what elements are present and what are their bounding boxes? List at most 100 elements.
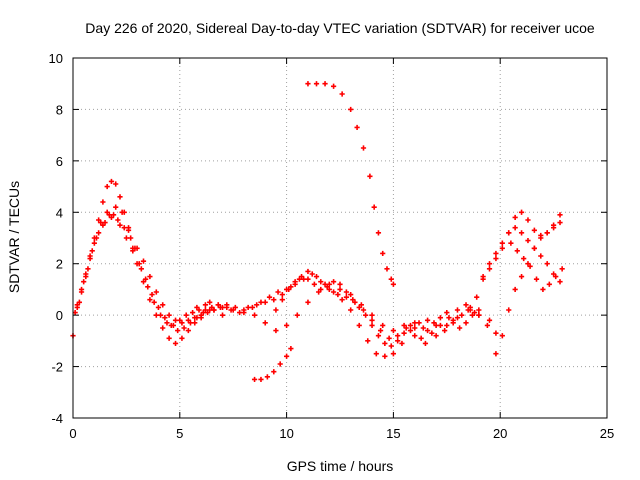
data-point — [493, 351, 499, 357]
series-track-12 — [467, 225, 563, 313]
data-point — [469, 312, 476, 318]
data-point — [273, 327, 279, 334]
data-point — [371, 204, 377, 210]
data-point — [512, 214, 518, 221]
data-point — [183, 312, 189, 318]
data-point — [521, 255, 527, 262]
data-point — [96, 230, 102, 236]
data-point — [518, 230, 525, 236]
data-point — [117, 222, 123, 228]
data-point — [198, 312, 204, 318]
data-point — [311, 281, 317, 287]
data-point — [78, 289, 85, 295]
data-point — [279, 291, 285, 298]
data-point — [313, 273, 320, 280]
data-point — [418, 335, 424, 341]
data-point — [102, 219, 108, 226]
data-point — [375, 230, 382, 236]
data-point — [117, 194, 123, 200]
data-point — [91, 240, 97, 246]
data-point — [444, 309, 450, 316]
data-point — [204, 309, 211, 316]
data-point — [335, 291, 341, 298]
data-point — [514, 248, 520, 254]
data-point — [211, 307, 217, 313]
data-point — [512, 286, 518, 293]
data-point — [157, 312, 164, 318]
y-tick-label: 2 — [56, 257, 63, 272]
data-point — [518, 209, 525, 215]
data-point — [557, 219, 563, 226]
data-point — [454, 315, 461, 321]
data-point — [450, 317, 456, 323]
data-point — [166, 312, 172, 318]
axis-ticks — [72, 57, 608, 419]
data-point — [454, 307, 461, 313]
data-point — [412, 325, 418, 331]
data-point — [433, 333, 439, 339]
data-point — [531, 227, 537, 233]
data-point — [553, 273, 559, 280]
data-point — [390, 327, 396, 334]
data-point — [305, 299, 311, 305]
data-point — [164, 320, 170, 326]
data-point — [486, 261, 493, 267]
y-tick-label: 0 — [56, 308, 63, 323]
data-point — [113, 181, 119, 187]
data-point — [147, 273, 153, 280]
data-point — [185, 317, 191, 323]
data-point — [275, 289, 281, 295]
data-point — [356, 322, 362, 329]
data-point — [337, 281, 343, 287]
data-point — [108, 214, 115, 221]
data-point — [288, 345, 294, 352]
x-tick-label: 10 — [279, 426, 293, 441]
data-point — [305, 268, 311, 275]
data-point — [493, 330, 499, 336]
data-point — [324, 284, 330, 290]
data-point — [506, 230, 512, 236]
data-point — [262, 320, 268, 326]
data-point — [382, 353, 388, 359]
data-point — [286, 286, 292, 293]
plot-frame — [72, 57, 608, 419]
data-point — [476, 312, 482, 318]
data-point — [499, 240, 505, 246]
data-point — [380, 322, 386, 329]
x-axis-label: GPS time / hours — [287, 458, 394, 474]
data-point — [309, 271, 315, 277]
y-tick-label: 8 — [56, 102, 63, 117]
data-point — [457, 325, 463, 331]
data-point — [277, 361, 283, 367]
data-point — [527, 263, 533, 269]
data-point — [538, 235, 544, 241]
data-point — [377, 327, 384, 334]
data-point — [330, 279, 337, 285]
data-point — [87, 255, 93, 262]
data-point — [254, 302, 260, 308]
data-point — [390, 281, 396, 287]
data-point — [348, 106, 354, 113]
data-point — [388, 276, 394, 282]
data-point — [185, 327, 191, 334]
data-point — [151, 299, 157, 305]
data-point — [442, 327, 448, 334]
data-point — [467, 307, 473, 313]
data-point — [147, 297, 153, 303]
data-point — [251, 312, 258, 318]
data-point — [76, 299, 83, 305]
data-point — [399, 340, 405, 347]
data-point — [264, 374, 270, 380]
data-point — [271, 297, 277, 303]
data-point — [85, 266, 91, 272]
x-tick-label: 20 — [493, 426, 507, 441]
data-point — [544, 261, 550, 267]
data-point — [476, 307, 482, 313]
data-point — [557, 279, 563, 285]
data-point — [322, 81, 328, 87]
data-point — [424, 317, 431, 323]
data-point — [412, 320, 418, 326]
data-point — [463, 302, 469, 308]
data-point — [551, 222, 557, 228]
